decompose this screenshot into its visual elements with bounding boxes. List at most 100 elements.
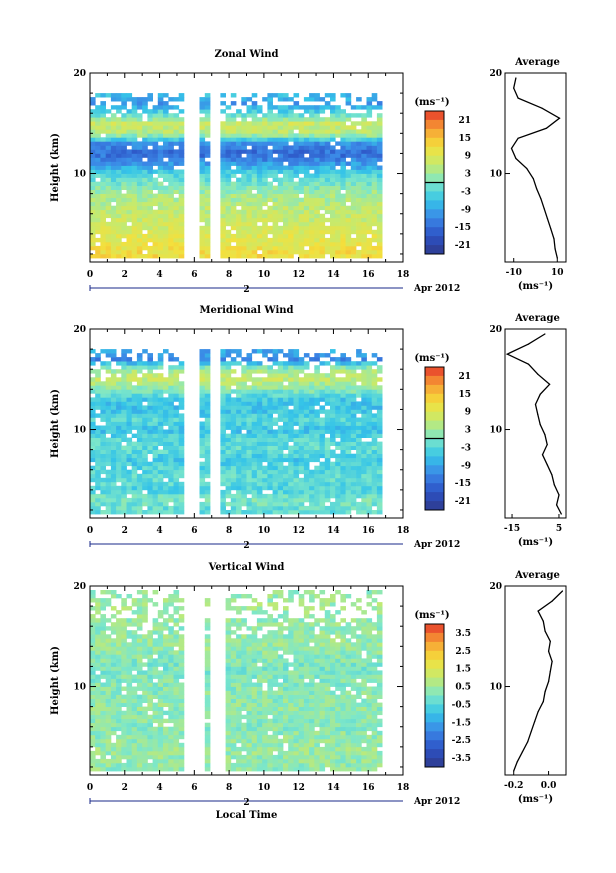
meridional-cell-618 — [173, 357, 180, 362]
vertical-cell-704 — [204, 734, 211, 740]
zonal-cell-142 — [105, 133, 112, 138]
meridional-cell-1864 — [376, 413, 383, 418]
meridional-cell-1054 — [262, 405, 268, 410]
meridional-cell-254 — [126, 510, 133, 515]
zonal-cell-892 — [241, 245, 247, 251]
zonal-cell-1223 — [288, 254, 294, 259]
meridional-cell-459 — [152, 421, 159, 426]
zonal-cell-68 — [95, 121, 101, 126]
zonal-cell-1030 — [256, 137, 263, 142]
zonal-cell-965 — [251, 249, 258, 255]
meridional-cell-1544 — [335, 510, 341, 515]
vertical-cell-688 — [178, 642, 185, 647]
meridional-cell-414 — [147, 441, 153, 446]
meridional-cell-347 — [136, 421, 143, 426]
meridional-cell-1266 — [293, 465, 300, 471]
zonal-cell-984 — [251, 169, 258, 174]
meridional-cell-1576 — [335, 369, 341, 374]
meridional-cell-278 — [126, 401, 133, 406]
meridional-cell-1557 — [335, 457, 341, 463]
meridional-cell-166 — [110, 401, 117, 406]
zonal-cell-602 — [173, 245, 180, 251]
zonal-cell-729 — [204, 177, 211, 182]
vertical-cell-614 — [168, 614, 174, 619]
zonal-cell-38 — [95, 254, 101, 259]
zonal-cell-740 — [204, 125, 211, 130]
meridional-cell-1534 — [330, 393, 336, 398]
meridional-cell-1264 — [293, 473, 300, 479]
meridional-cell-1295 — [298, 510, 305, 515]
zonal-cell-673 — [199, 249, 206, 255]
meridional-cell-891 — [241, 461, 247, 467]
zonal-cell-420 — [147, 225, 153, 231]
zonal-cell-1540 — [330, 165, 336, 170]
meridional-cell-950 — [246, 365, 253, 370]
zonal-cell-1227 — [288, 237, 294, 243]
meridional-cell-1478 — [324, 489, 331, 495]
meridional-cell-1234 — [288, 433, 294, 438]
meridional-cell-1014 — [256, 421, 263, 426]
meridional-cell-995 — [256, 497, 263, 503]
meridional-cell-29 — [90, 381, 96, 386]
zonal-cell-1286 — [293, 145, 300, 150]
meridional-cell-1087 — [267, 421, 273, 426]
vertical-cell-513 — [157, 722, 164, 728]
zonal-cell-1145 — [272, 93, 279, 98]
meridional-cell-1616 — [340, 361, 346, 366]
meridional-cell-784 — [225, 449, 232, 454]
vertical-cell-859 — [241, 734, 247, 740]
meridional-cell-770 — [220, 349, 226, 354]
zonal-cell-528 — [163, 237, 169, 243]
vertical-cell-174 — [110, 710, 117, 716]
vertical-cell-122 — [100, 598, 106, 603]
zonal-cell-637 — [178, 245, 185, 251]
zonal-average-point-10 — [515, 157, 517, 160]
vertical-cell-960 — [251, 606, 258, 611]
vertical-cell-325 — [131, 722, 138, 728]
meridional-cell-1274 — [293, 433, 300, 438]
zonal-colorbar-seg-11 — [425, 209, 444, 219]
zonal-cell-1042 — [262, 237, 268, 243]
vertical-cell-856 — [241, 746, 247, 752]
zonal-cell-912 — [241, 165, 247, 170]
zonal-cell-1211 — [283, 141, 289, 146]
meridional-cell-1238 — [288, 417, 294, 422]
vertical-cell-101 — [100, 690, 106, 695]
vertical-cell-794 — [230, 686, 237, 691]
zonal-cell-464 — [152, 197, 159, 203]
zonal-cell-1370 — [309, 245, 315, 251]
meridional-cell-218 — [121, 493, 127, 499]
zonal-cell-1586 — [335, 125, 341, 130]
zonal-cell-201 — [116, 197, 122, 203]
meridional-cell-489 — [157, 449, 164, 454]
meridional-cell-646 — [178, 393, 185, 398]
zonal-cell-1445 — [314, 97, 320, 102]
zonal-cell-940 — [246, 201, 253, 207]
zonal-cell-1856 — [376, 205, 383, 211]
vertical-cell-623 — [173, 746, 180, 752]
meridional-cell-1604 — [340, 413, 346, 418]
vertical-cell-534 — [157, 634, 164, 639]
meridional-cell-25 — [90, 401, 96, 406]
vertical-cell-573 — [163, 618, 169, 623]
meridional-colorbar-seg-9 — [425, 447, 444, 457]
vertical-cell-829 — [236, 698, 242, 703]
meridional-cell-243 — [121, 389, 127, 394]
vertical-cell-173 — [110, 714, 117, 720]
zonal-cell-736 — [204, 145, 211, 150]
zonal-cell-1220 — [283, 105, 289, 110]
vertical-cell-765 — [225, 642, 232, 647]
zonal-cell-1553 — [330, 109, 336, 114]
zonal-cell-84 — [100, 213, 106, 219]
meridional-cell-1618 — [340, 353, 346, 358]
vertical-cell-314 — [131, 767, 138, 772]
vertical-cell-424 — [142, 634, 148, 639]
zonal-cell-29 — [90, 133, 96, 138]
meridional-cell-858 — [236, 449, 242, 454]
vertical-cell-372 — [136, 682, 143, 687]
zonal-cell-360 — [136, 177, 143, 182]
zonal-cell-1482 — [319, 105, 326, 110]
zonal-cell-801 — [225, 189, 232, 194]
zonal-cell-1111 — [272, 249, 279, 255]
zonal-cell-1167 — [277, 161, 284, 166]
